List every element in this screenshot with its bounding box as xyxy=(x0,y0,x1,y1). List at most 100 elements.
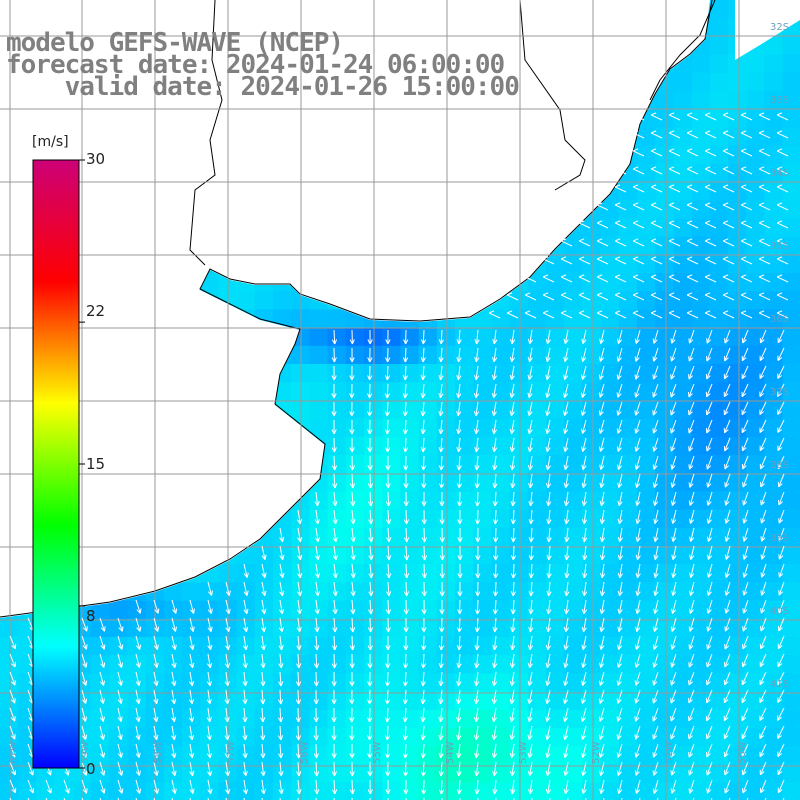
wind-cell xyxy=(491,728,511,747)
wind-cell xyxy=(491,382,511,401)
wind-cell xyxy=(200,600,219,620)
wind-cell xyxy=(345,364,365,383)
wind-cell xyxy=(473,436,492,456)
wind-arrow xyxy=(474,437,480,453)
wind-cell xyxy=(345,527,365,547)
wind-arrow xyxy=(527,401,533,417)
wind-arrow xyxy=(652,401,659,416)
wind-arrow xyxy=(527,437,533,453)
wind-cell xyxy=(473,673,492,693)
wind-arrow xyxy=(385,437,391,453)
wind-arrow xyxy=(331,419,337,435)
wind-cell xyxy=(782,309,800,329)
wind-cell xyxy=(382,364,401,383)
wind-cell xyxy=(418,327,438,347)
wind-cell xyxy=(618,709,638,729)
wind-cell xyxy=(728,182,747,201)
wind-cell xyxy=(509,327,529,347)
wind-cell xyxy=(418,455,438,474)
wind-cell xyxy=(637,691,656,711)
wind-cell xyxy=(236,655,256,674)
wind-cell xyxy=(746,182,765,201)
wind-arrow xyxy=(563,419,569,434)
wind-cell xyxy=(655,127,674,147)
wind-arrow xyxy=(652,383,659,398)
wind-arrow xyxy=(759,347,767,362)
wind-cell xyxy=(746,637,765,656)
wind-cell xyxy=(728,673,747,693)
wind-cell xyxy=(527,473,547,492)
wind-cell xyxy=(364,473,383,492)
wind-cell xyxy=(655,400,674,420)
wind-arrow xyxy=(545,383,551,398)
wind-cell xyxy=(673,764,693,784)
wind-cell xyxy=(655,273,674,292)
wind-cell xyxy=(564,764,583,784)
wind-cell xyxy=(782,637,800,656)
wind-cell xyxy=(473,691,492,711)
wind-cell xyxy=(309,400,329,420)
wind-cell xyxy=(673,218,693,238)
wind-cell xyxy=(582,455,602,474)
wind-cell xyxy=(673,491,693,511)
wind-cell xyxy=(527,618,547,638)
wind-cell xyxy=(582,345,602,365)
wind-arrow xyxy=(491,419,498,435)
wind-cell xyxy=(600,691,620,711)
wind-cell xyxy=(709,364,729,383)
wind-cell xyxy=(564,236,583,256)
wind-cell xyxy=(728,655,747,674)
wind-cell xyxy=(764,72,784,92)
wind-cell xyxy=(782,254,800,274)
wind-arrow xyxy=(563,401,569,416)
wind-arrow xyxy=(367,347,373,363)
wind-cell xyxy=(618,509,638,529)
wind-cell xyxy=(509,655,529,674)
wind-arrow xyxy=(634,365,641,380)
wind-cell xyxy=(345,418,365,438)
wind-cell xyxy=(382,764,401,784)
wind-arrow xyxy=(456,329,462,345)
wind-cell xyxy=(655,309,674,329)
wind-cell xyxy=(309,782,329,800)
continent-corner xyxy=(735,0,800,60)
wind-cell xyxy=(509,382,529,401)
wind-cell xyxy=(691,600,711,620)
wind-cell xyxy=(527,400,547,420)
wind-cell xyxy=(782,618,800,638)
wind-cell xyxy=(546,327,565,347)
wind-cell xyxy=(600,764,620,784)
wind-cell xyxy=(764,436,784,456)
wind-cell xyxy=(309,764,329,784)
wind-cell xyxy=(691,327,711,347)
wind-cell xyxy=(655,291,674,310)
wind-cell xyxy=(455,709,474,729)
wind-cell xyxy=(163,655,183,674)
wind-cell xyxy=(673,200,693,219)
wind-cell xyxy=(491,709,511,729)
wind-cell xyxy=(691,291,711,310)
wind-cell xyxy=(91,600,110,620)
lon-label: 51W xyxy=(664,741,675,764)
wind-arrow xyxy=(438,365,444,381)
wind-cell xyxy=(382,618,401,638)
wind-cell xyxy=(546,436,565,456)
wind-arrow xyxy=(563,437,569,453)
wind-cell xyxy=(746,527,765,547)
wind-cell xyxy=(618,254,638,274)
wind-cell xyxy=(18,655,37,674)
wind-cell xyxy=(345,436,365,456)
wind-cell xyxy=(764,637,784,656)
wind-cell xyxy=(618,582,638,602)
wind-cell xyxy=(582,254,602,274)
wind-arrow xyxy=(491,365,498,381)
wind-cell xyxy=(618,382,638,401)
wind-cell xyxy=(364,764,383,784)
wind-cell xyxy=(709,91,729,110)
wind-cell xyxy=(637,400,656,420)
wind-cell xyxy=(327,473,347,492)
wind-arrow xyxy=(474,329,480,345)
wind-cell xyxy=(746,309,765,329)
